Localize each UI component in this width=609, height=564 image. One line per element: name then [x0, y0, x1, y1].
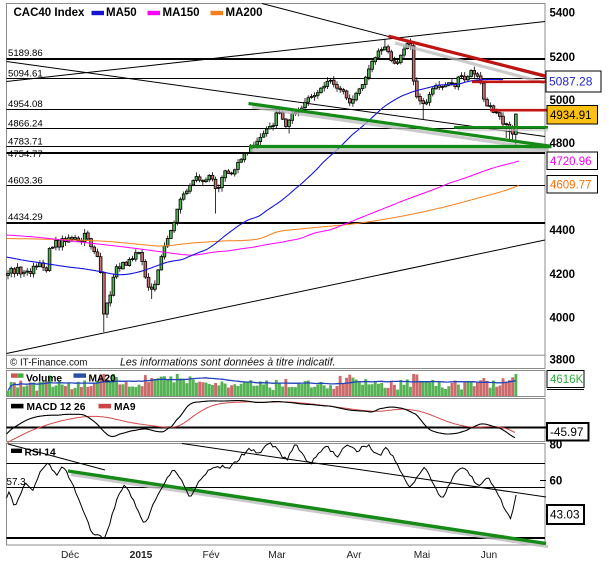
svg-text:4720.96: 4720.96 [550, 156, 592, 168]
svg-text:CAC40 Index: CAC40 Index [14, 7, 86, 19]
svg-text:4000: 4000 [550, 313, 576, 325]
svg-text:4934.91: 4934.91 [550, 110, 592, 122]
svg-text:5000: 5000 [550, 95, 576, 107]
svg-text:4954.08: 4954.08 [8, 99, 43, 110]
svg-text:4866.24: 4866.24 [8, 118, 43, 129]
svg-text:4603.36: 4603.36 [8, 176, 43, 187]
svg-text:Déc: Déc [61, 550, 79, 561]
svg-text:4754.77: 4754.77 [8, 149, 43, 160]
svg-text:4609.77: 4609.77 [550, 179, 592, 191]
svg-text:Avr: Avr [346, 550, 362, 561]
svg-text:4400: 4400 [550, 225, 576, 237]
svg-text:4434.29: 4434.29 [8, 212, 43, 223]
svg-text:MA150: MA150 [163, 7, 200, 19]
svg-text:4800: 4800 [550, 138, 576, 150]
svg-text:Les informations sont données: Les informations sont données à titre in… [120, 357, 336, 369]
svg-text:2015: 2015 [130, 550, 153, 561]
svg-text:-45.97: -45.97 [550, 425, 583, 439]
svg-text:MA20: MA20 [89, 373, 117, 384]
svg-text:MA9: MA9 [114, 402, 136, 413]
svg-text:5189.86: 5189.86 [8, 48, 43, 59]
svg-text:4783.71: 4783.71 [8, 136, 43, 147]
svg-text:4200: 4200 [550, 269, 576, 281]
svg-text:Mai: Mai [414, 550, 430, 561]
svg-text:60: 60 [550, 475, 563, 487]
svg-text:MACD 12 26: MACD 12 26 [27, 402, 86, 413]
svg-text:Fév: Fév [203, 550, 221, 561]
svg-text:© IT-Finance.com: © IT-Finance.com [10, 357, 87, 368]
svg-text:5094.61: 5094.61 [8, 69, 43, 80]
svg-text:Volume: Volume [26, 373, 62, 384]
svg-text:5200: 5200 [550, 52, 576, 64]
svg-text:4616K: 4616K [550, 374, 584, 386]
svg-text:RSI 14: RSI 14 [25, 447, 56, 458]
svg-text:Jun: Jun [481, 550, 497, 561]
svg-text:57.3: 57.3 [7, 477, 27, 488]
svg-text:MA200: MA200 [226, 7, 263, 19]
svg-text:Mar: Mar [268, 550, 286, 561]
svg-text:MA50: MA50 [106, 7, 137, 19]
svg-text:5400: 5400 [550, 8, 576, 20]
svg-text:3800: 3800 [550, 355, 576, 367]
svg-text:5087.28: 5087.28 [549, 75, 593, 89]
svg-text:80: 80 [550, 440, 563, 452]
svg-text:43.03: 43.03 [550, 508, 580, 522]
